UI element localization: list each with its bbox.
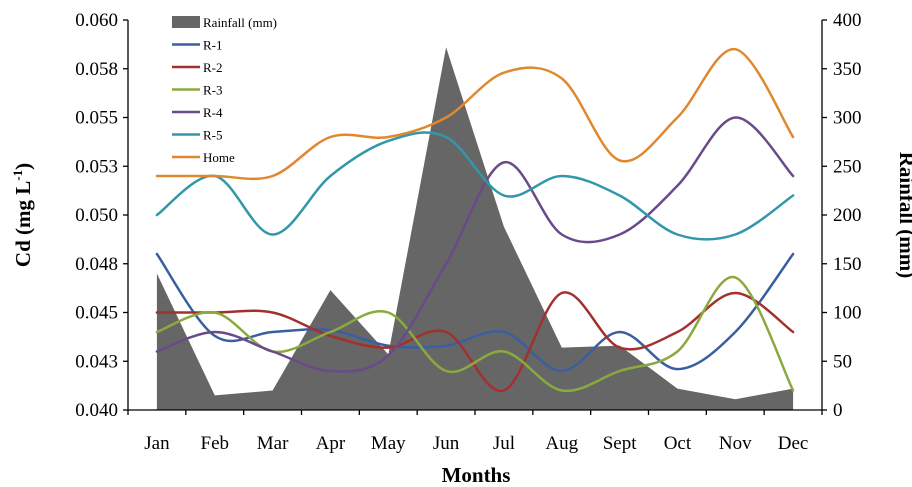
y-tick-label: 0.058 <box>75 59 118 80</box>
legend-swatch-rainfall <box>172 16 200 28</box>
y-tick-label: 0.043 <box>75 351 118 372</box>
y-tick-label: 0.055 <box>75 108 118 129</box>
series-line-r-2 <box>155 291 795 393</box>
y2-tick-label: 150 <box>833 254 862 275</box>
series-line-r-4 <box>155 116 795 373</box>
tick-labels-layer: 0.040 0.043 0.045 0.048 0.050 0.053 0.055 0.058… <box>75 10 861 454</box>
y-tick-label: 0.045 <box>75 303 118 324</box>
x-axis-title: Months <box>442 463 511 487</box>
x-tick-label: Oct <box>664 433 692 454</box>
x-tick-label: Mar <box>257 433 289 454</box>
series-line-r-1 <box>155 252 795 373</box>
y-tick-label: 0.040 <box>75 400 118 421</box>
legend-label-r-1: R-1 <box>203 38 223 53</box>
rainfall-area <box>156 47 794 411</box>
y-axis-title-superscript: -1 <box>10 170 25 181</box>
y2-tick-label: 50 <box>833 351 852 372</box>
y-axis-title: Cd (mg L-1) <box>10 163 35 267</box>
x-tick-label: Jun <box>433 433 460 454</box>
legend-label-r-4: R-4 <box>203 105 223 120</box>
y-tick-label: 0.050 <box>75 205 118 226</box>
x-tick-label: Aug <box>545 433 578 454</box>
y2-tick-label: 0 <box>833 400 843 421</box>
x-tick-label: Jul <box>493 433 515 454</box>
x-tick-label: May <box>371 433 406 454</box>
x-tick-label: Apr <box>316 433 346 454</box>
y-tick-label: 0.048 <box>75 254 118 275</box>
x-tick-label: Jan <box>144 433 170 454</box>
legend-label-r-5: R-5 <box>203 128 223 143</box>
x-tick-label: Feb <box>201 433 230 454</box>
y-tick-label: 0.060 <box>75 10 118 31</box>
y2-axis-title: Rainfall (mm) <box>895 152 912 279</box>
rainfall-area-layer <box>156 47 794 411</box>
series-line-r-5 <box>155 131 795 241</box>
legend-label-r-2: R-2 <box>203 60 223 75</box>
legend-label-rainfall: Rainfall (mm) <box>203 15 277 30</box>
y2-tick-label: 300 <box>833 108 862 129</box>
y2-tick-label: 400 <box>833 10 862 31</box>
series-line-home <box>155 47 795 181</box>
legend: Rainfall (mm) R-1 R-2 R-3 R-4 R-5 Home <box>172 15 277 165</box>
axes-layer <box>123 19 827 415</box>
legend-label-r-3: R-3 <box>203 83 223 98</box>
cd-lines-layer <box>155 47 795 393</box>
x-tick-label: Sept <box>603 433 638 454</box>
x-tick-label: Nov <box>719 433 752 454</box>
x-tick-label: Dec <box>778 433 809 454</box>
y-tick-label: 0.053 <box>75 156 118 177</box>
y-axis-title-close: ) <box>11 163 35 170</box>
legend-label-home: Home <box>203 150 235 165</box>
y2-tick-label: 100 <box>833 303 862 324</box>
y2-tick-label: 200 <box>833 205 862 226</box>
y2-tick-label: 250 <box>833 156 862 177</box>
y2-tick-label: 350 <box>833 59 862 80</box>
